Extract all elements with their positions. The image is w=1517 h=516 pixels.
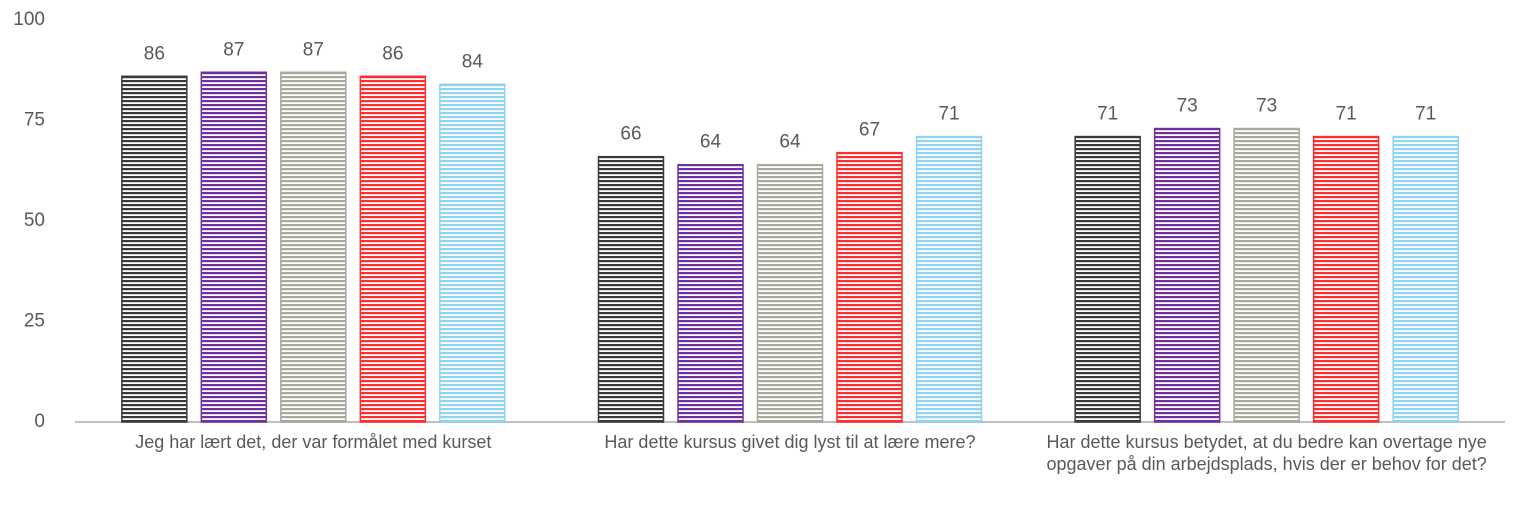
bar	[121, 75, 188, 423]
value-label: 66	[620, 124, 641, 145]
bar	[439, 83, 506, 423]
y-tick-label: 25	[24, 311, 45, 332]
bar	[1153, 127, 1221, 423]
value-label: 73	[1177, 96, 1198, 117]
x-tick-label: Jeg har lært det, der var formålet med k…	[135, 432, 492, 452]
y-tick-label: 75	[24, 110, 45, 131]
value-label: 86	[144, 43, 165, 64]
value-label: 64	[779, 132, 801, 153]
y-tick-label: 100	[13, 9, 45, 30]
value-label: 84	[462, 51, 484, 72]
bar	[1312, 135, 1380, 423]
value-label: 64	[700, 132, 722, 153]
bar	[756, 163, 824, 423]
bar	[836, 151, 903, 423]
value-label: 87	[303, 39, 324, 60]
value-label: 67	[859, 120, 880, 141]
value-label: 71	[1336, 104, 1357, 125]
bar	[915, 135, 983, 423]
value-label: 71	[1415, 104, 1436, 125]
bar	[1233, 127, 1300, 423]
value-label: 86	[382, 43, 403, 64]
value-label: 73	[1256, 96, 1277, 117]
value-label: 71	[938, 104, 959, 125]
y-tick-label: 0	[34, 411, 45, 432]
value-label: 71	[1097, 104, 1118, 125]
x-tick-label: Har dette kursus betydet, at du bedre ka…	[1046, 432, 1487, 474]
bar	[359, 75, 427, 423]
value-label: 87	[223, 39, 244, 60]
bar	[597, 155, 665, 423]
bar	[677, 163, 744, 423]
x-tick-label: Har dette kursus givet dig lyst til at l…	[604, 432, 976, 452]
bar	[200, 71, 268, 423]
y-tick-label: 50	[24, 210, 45, 231]
bar	[280, 71, 347, 423]
bar	[1074, 135, 1141, 423]
bar	[1392, 135, 1459, 423]
